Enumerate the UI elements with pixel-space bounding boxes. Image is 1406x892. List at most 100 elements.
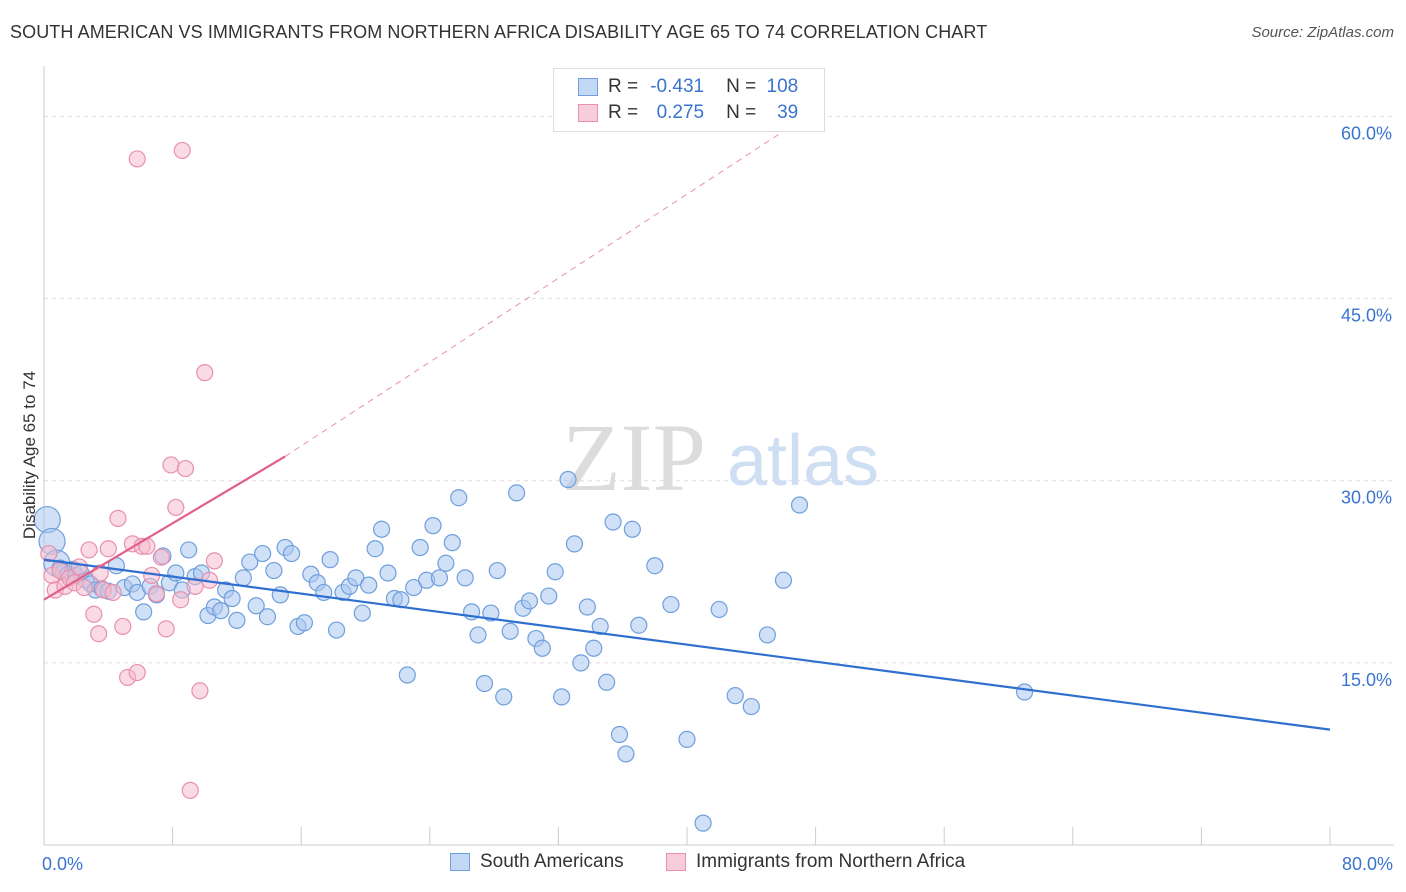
south-american-point [662,595,680,614]
south-american-point [546,563,564,581]
y-tick-label: 45.0% [1341,306,1392,326]
legend-swatch-blue [578,78,598,96]
south-american-point [282,544,301,563]
northern-africa-point [70,558,88,576]
legend-n-label: N = [726,76,757,97]
south-american-point [347,569,365,587]
south-american-point [726,687,744,705]
south-american-point [501,622,519,640]
south-american-point [572,654,590,672]
watermark-zip: ZIP [562,404,706,511]
x-tick-label: 80.0% [1342,854,1393,874]
northern-africa-point [99,540,117,558]
south-american-point [495,688,513,706]
legend-r-value: 0.275 [656,102,705,123]
y-axis-label: Disability Age 65 to 74 [20,370,39,540]
south-american-point [398,666,416,684]
south-american-point [710,600,728,619]
northern-africa-point [109,509,127,527]
south-american-point [241,553,259,571]
south-american-point [623,520,641,538]
south-american-point [630,616,648,634]
tick-labels: 15.0% 30.0% 45.0% 60.0% 0.0% 80.0% [42,123,1393,874]
south-american-point [430,569,449,587]
south-american-point [234,569,252,587]
south-american-point [327,621,346,639]
south-american-point [646,557,664,575]
source-credit: Source: ZipAtlas.com [1251,24,1394,41]
south-american-point [265,561,283,580]
northern-africa-point [176,459,195,478]
northern-africa-point [104,583,122,602]
south-american-point [559,470,577,489]
south-american-point [520,592,539,610]
south-american-point [411,538,429,557]
northern-africa-trend-line [43,455,286,601]
south-american-point [790,496,809,514]
south-american-point [565,535,584,553]
northern-africa-point [85,605,103,623]
south-american-point [694,814,712,832]
south-american-point [321,551,339,569]
south-american-point [610,725,629,744]
south-american-point [585,639,603,657]
south-american-point [540,587,558,605]
south-american-point [533,639,551,657]
correlation-legend: R = -0.431 N = 108 R = 0.275 N = 39 [553,68,825,132]
south-american-point [223,589,241,608]
south-american-point [678,730,696,748]
northern-africa-point [128,150,146,168]
data-points [33,141,1034,832]
northern-africa-point [114,617,132,636]
northern-africa-point [205,552,223,570]
south-american-point [372,520,391,538]
legend-row-northern-africa: R = 0.275 N = 39 [578,101,798,125]
series-name-south-americans: South Americans [480,851,624,872]
series-legend-northern-africa: Immigrants from Northern Africa [666,851,965,873]
south-american-point [742,697,760,716]
south-american-point [366,540,384,558]
south-american-point [774,571,793,589]
northern-africa-point [80,541,98,559]
northern-africa-point [147,585,166,603]
northern-africa-point [157,620,175,638]
south-american-point [443,534,461,552]
south-american-point [1015,683,1034,701]
south-american-point [482,604,500,622]
northern-africa-point [90,625,108,643]
northern-africa-point [196,364,214,382]
northern-africa-point [75,578,93,597]
series-name-northern-africa: Immigrants from Northern Africa [696,851,966,872]
series-swatch-blue [450,853,470,871]
northern-africa-point [162,456,180,474]
south-american-point [553,688,571,706]
northern-africa-point [172,591,190,609]
south-american-point [212,602,230,620]
northern-africa-point [167,498,185,517]
south-american-point [405,578,423,597]
legend-row-south-americans: R = -0.431 N = 108 [578,75,798,99]
northern-africa-trend-extension [284,109,816,457]
legend-n-label: N = [726,102,757,123]
south-american-point [591,617,609,636]
legend-r-label: R = [608,102,639,123]
south-american-point [247,597,265,615]
south-american-point [508,484,526,502]
south-american-point [475,674,494,693]
south-american-point [353,604,371,622]
northern-africa-point [186,577,204,595]
south-american-point [228,611,246,629]
south-american-point [180,541,198,559]
northern-africa-point [181,781,199,799]
south-american-point [424,517,442,535]
northern-africa-point [152,548,170,566]
legend-swatch-pink [578,104,598,122]
south-american-point [469,626,487,644]
series-legend-south-americans: South Americans [450,851,624,873]
south-american-point [488,561,506,580]
northern-africa-point [191,682,209,700]
legend-r-value: -0.431 [650,76,705,97]
series-swatch-pink [666,853,686,871]
legend-n-value: 39 [777,102,799,123]
